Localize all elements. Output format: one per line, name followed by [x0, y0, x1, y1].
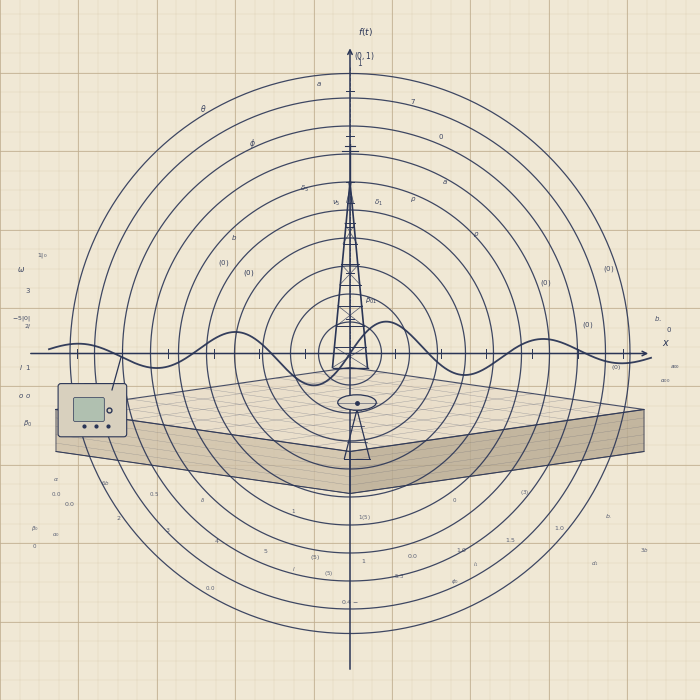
Text: $(0)$: $(0)$ [243, 268, 254, 278]
Text: $b$: $b$ [232, 234, 237, 242]
Text: $0$: $0$ [452, 496, 458, 505]
Text: $\phi_0$: $\phi_0$ [451, 577, 459, 585]
Text: $\beta_0$: $\beta_0$ [31, 524, 39, 533]
Text: $2/$: $2/$ [24, 321, 32, 330]
Text: $1.0$: $1.0$ [456, 545, 468, 554]
Text: $\delta_5$: $\delta_5$ [300, 184, 309, 194]
Text: $l_1$: $l_1$ [473, 561, 479, 569]
Text: $1.0$: $1.0$ [554, 524, 566, 533]
Text: $6b$: $6b$ [101, 479, 109, 487]
Text: $\phi$: $\phi$ [248, 137, 256, 150]
Text: $2$: $2$ [116, 514, 122, 522]
Text: $o$: $o$ [18, 391, 24, 400]
Text: $\theta$: $\theta$ [199, 103, 206, 114]
Text: $a$: $a$ [442, 178, 447, 186]
Text: $a$: $a$ [316, 80, 321, 88]
Text: $(3)$: $(3)$ [520, 488, 530, 496]
Text: $1(5)$: $1(5)$ [358, 514, 370, 522]
Text: $\delta_1$: $\delta_1$ [374, 198, 382, 208]
Text: $(0)$: $(0)$ [582, 321, 594, 330]
Text: $1 |_{0}$: $1 |_{0}$ [36, 251, 48, 260]
Text: $0.0$: $0.0$ [205, 584, 215, 592]
Text: $\delta$: $\delta$ [200, 496, 206, 505]
Text: $7$: $7$ [410, 97, 416, 106]
Text: $\nu_5$: $\nu_5$ [332, 198, 340, 208]
Text: $(0)$: $(0)$ [603, 265, 615, 274]
Text: $\omega$: $\omega$ [17, 265, 25, 274]
Text: $(0)$: $(0)$ [540, 279, 552, 288]
Text: $\alpha_{00}$: $\alpha_{00}$ [660, 377, 670, 386]
Text: $f(t)$: $f(t)$ [358, 27, 373, 38]
Text: $0.0$: $0.0$ [64, 500, 76, 508]
Text: $3$: $3$ [25, 286, 31, 295]
Text: $1$: $1$ [291, 507, 297, 515]
Text: $0$: $0$ [666, 325, 671, 333]
Text: $x$: $x$ [662, 338, 670, 348]
Ellipse shape [337, 395, 377, 410]
Text: $(5)$: $(5)$ [324, 570, 334, 578]
Text: $a_{00}$: $a_{00}$ [671, 363, 680, 372]
Text: $1$: $1$ [361, 557, 367, 566]
Text: $l$: $l$ [19, 363, 23, 372]
Text: $\rho$: $\rho$ [410, 195, 416, 204]
Text: $(5)$: $(5)$ [310, 554, 320, 562]
Text: $b.$: $b.$ [606, 512, 612, 520]
Text: $\beta_{01}$: $\beta_{01}$ [365, 296, 377, 306]
Text: $1.5$: $1.5$ [505, 536, 517, 544]
Text: $\alpha$: $\alpha$ [53, 476, 59, 483]
Text: $1$: $1$ [358, 57, 363, 69]
Text: $(0,1)$: $(0,1)$ [354, 50, 374, 62]
Text: $5.3$: $5.3$ [394, 572, 404, 580]
Text: $3b$: $3b$ [640, 545, 648, 554]
Text: $0.0$: $0.0$ [407, 552, 419, 561]
Text: $0.0$: $0.0$ [51, 489, 61, 498]
Text: $0.4-$: $0.4-$ [341, 598, 359, 606]
Text: $0$: $0$ [32, 542, 38, 550]
Text: $o$: $o$ [25, 391, 31, 400]
Text: $5$: $5$ [263, 547, 269, 555]
FancyBboxPatch shape [58, 384, 127, 437]
Text: $(0)$: $(0)$ [218, 258, 230, 267]
Text: $(0)$: $(0)$ [611, 363, 621, 372]
Text: $1$: $1$ [25, 363, 31, 372]
Text: $4$: $4$ [214, 537, 220, 545]
Text: $-5|0|$: $-5|0|$ [12, 314, 30, 323]
Text: $d_1$: $d_1$ [592, 559, 598, 568]
Polygon shape [56, 410, 350, 494]
FancyBboxPatch shape [74, 398, 104, 421]
Text: $l$: $l$ [293, 565, 295, 573]
Text: $\rho$: $\rho$ [473, 230, 480, 239]
Text: $0$: $0$ [438, 132, 444, 141]
Text: $\beta_0$: $\beta_0$ [23, 419, 33, 428]
Text: $\alpha_0$: $\alpha_0$ [52, 531, 60, 540]
Polygon shape [56, 368, 644, 452]
Text: $b.$: $b.$ [654, 314, 662, 323]
Text: $0.5$: $0.5$ [149, 489, 159, 498]
Polygon shape [350, 410, 644, 494]
Text: $3$: $3$ [165, 526, 171, 534]
